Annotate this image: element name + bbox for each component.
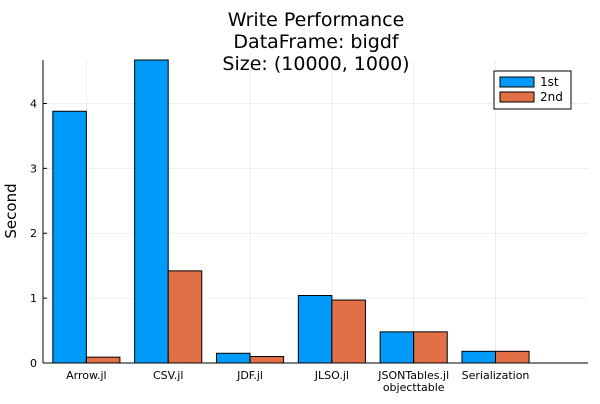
x-tick-label: objecttable: [383, 381, 445, 394]
bars: [52, 59, 530, 364]
x-tick-label: Arrow.jl: [66, 369, 106, 382]
chart-title-line-1: Write Performance: [228, 9, 405, 31]
legend-swatch-1st: [499, 76, 535, 88]
bar-1st-4: [379, 331, 415, 364]
bar-2nd-0: [85, 356, 121, 364]
bar-1st-5: [461, 350, 497, 364]
y-tick-label: 1: [30, 292, 37, 305]
y-tick-label: 0: [30, 357, 37, 370]
x-tick-label: JSONTables.jl: [377, 369, 449, 382]
bar-2nd-1: [167, 270, 203, 364]
x-tick-label: CSV.jl: [153, 369, 183, 382]
chart-title-line-3: Size: (10000, 1000): [222, 53, 409, 75]
tick-labels: 0 1 2 3 4 Arrow.jl CSV.jl JDF.jl JLSO.jl JSONTabl…: [30, 97, 529, 394]
bar-1st-2: [215, 352, 251, 364]
bar-2nd-4: [413, 331, 448, 364]
x-tick-label: JLSO.jl: [314, 369, 349, 382]
legend-swatch-2nd: [499, 91, 535, 103]
x-tick-label: JDF.jl: [236, 369, 263, 382]
y-axis-label: Second: [2, 183, 20, 238]
chart-title-line-2: DataFrame: bigdf: [233, 31, 399, 53]
bar-1st-0: [52, 110, 87, 364]
bar-1st-1: [134, 59, 169, 364]
legend-label-1st: 1st: [540, 75, 559, 89]
y-tick-label: 2: [30, 227, 37, 240]
y-tick-label: 4: [30, 97, 37, 110]
x-tick-label: Serialization: [462, 369, 530, 382]
axes: [42, 60, 588, 364]
y-tick-label: 3: [30, 162, 37, 175]
legend-label-2nd: 2nd: [540, 90, 563, 104]
bar-2nd-5: [495, 350, 530, 364]
bar-1st-3: [297, 295, 333, 364]
bar-2nd-2: [249, 356, 285, 364]
bar-2nd-3: [331, 299, 366, 364]
